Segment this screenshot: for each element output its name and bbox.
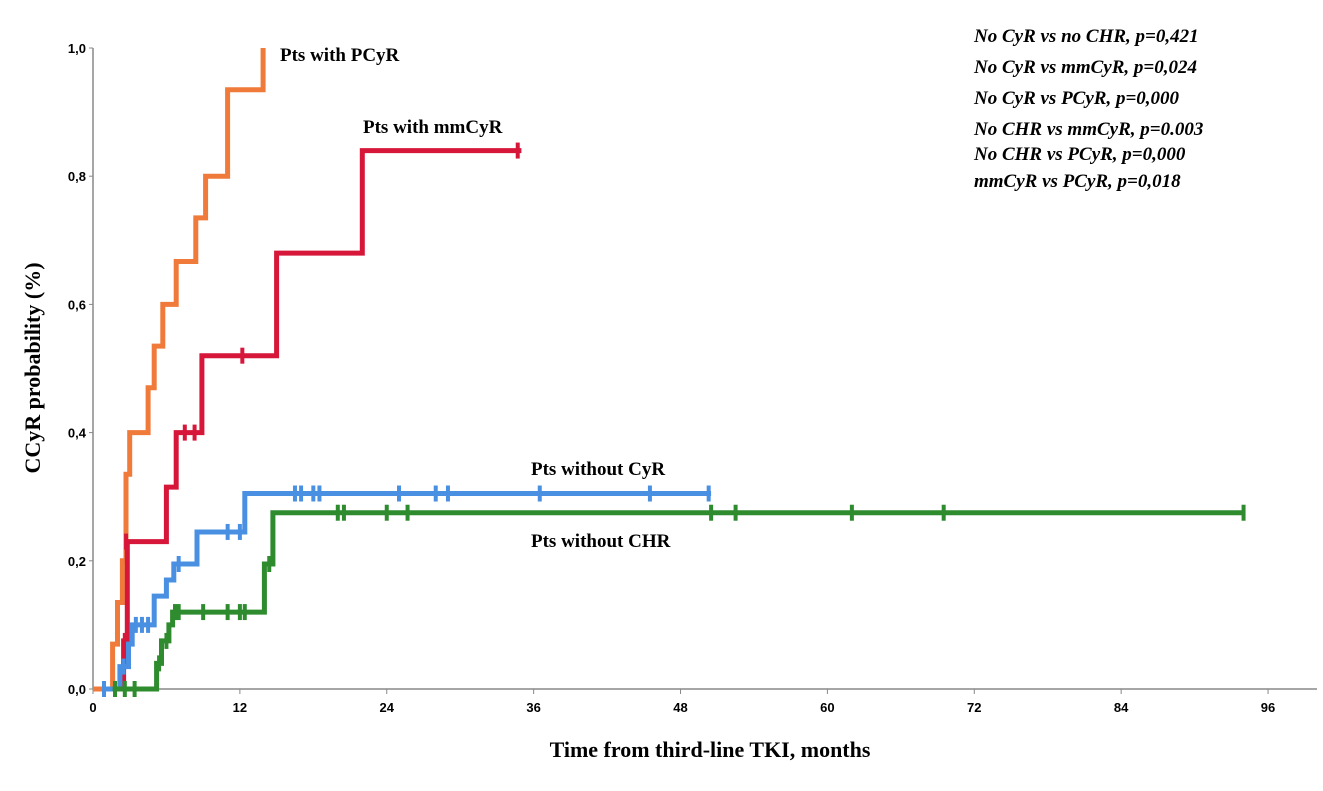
pvalue-annotations: No CyR vs no CHR, p=0,421 No CyR vs mmCy…	[973, 26, 1203, 192]
x-tick-label: 60	[820, 700, 834, 715]
pvalue-annotation: No CyR vs mmCyR, p=0,024	[973, 57, 1197, 78]
y-tick-label: 0,2	[68, 554, 86, 569]
x-tick-label: 84	[1114, 700, 1129, 715]
series-label-mmcyr: Pts with mmCyR	[363, 117, 503, 138]
series-label-without-chr: Pts without CHR	[531, 531, 671, 552]
series-line	[93, 48, 266, 692]
plot-area	[93, 48, 1246, 697]
y-tick-label: 0,0	[68, 682, 86, 697]
series-line	[112, 510, 1244, 692]
y-axis: 0,0 0,2 0,4 0,6 0,8 1,0	[68, 41, 94, 697]
series-label-without-cyr: Pts without CyR	[531, 459, 665, 480]
series-pts-without-cyr	[102, 485, 712, 697]
series-label-pcyr: Pts with PCyR	[280, 45, 400, 66]
series-pts-with-pcyr	[93, 48, 266, 692]
series-line	[102, 491, 712, 692]
y-tick-label: 0,8	[68, 169, 86, 184]
pvalue-annotation: No CHR vs PCyR, p=0,000	[973, 144, 1186, 165]
x-axis: 0 12 24 36 48 60 72 84 96	[89, 688, 1317, 715]
y-axis-title: CCyR probability (%)	[20, 262, 45, 473]
y-tick-label: 1,0	[68, 41, 86, 56]
x-tick-label: 24	[380, 700, 395, 715]
x-tick-label: 48	[673, 700, 687, 715]
x-tick-label: 72	[967, 700, 981, 715]
pvalue-annotation: mmCyR vs PCyR, p=0,018	[974, 171, 1181, 192]
y-tick-label: 0,4	[68, 426, 87, 441]
pvalue-annotation: No CyR vs no CHR, p=0,421	[973, 26, 1199, 47]
series-pts-without-chr	[112, 504, 1246, 697]
x-tick-label: 96	[1261, 700, 1275, 715]
pvalue-annotation: No CyR vs PCyR, p=0,000	[973, 88, 1180, 109]
series-pts-with-mmcyr	[117, 142, 522, 692]
pvalue-annotation: No CHR vs mmCyR, p=0.003	[973, 119, 1203, 140]
x-tick-label: 36	[526, 700, 540, 715]
y-tick-label: 0,6	[68, 297, 86, 312]
x-tick-label: 12	[233, 700, 247, 715]
x-tick-label: 0	[89, 700, 96, 715]
x-axis-title: Time from third-line TKI, months	[550, 737, 871, 762]
